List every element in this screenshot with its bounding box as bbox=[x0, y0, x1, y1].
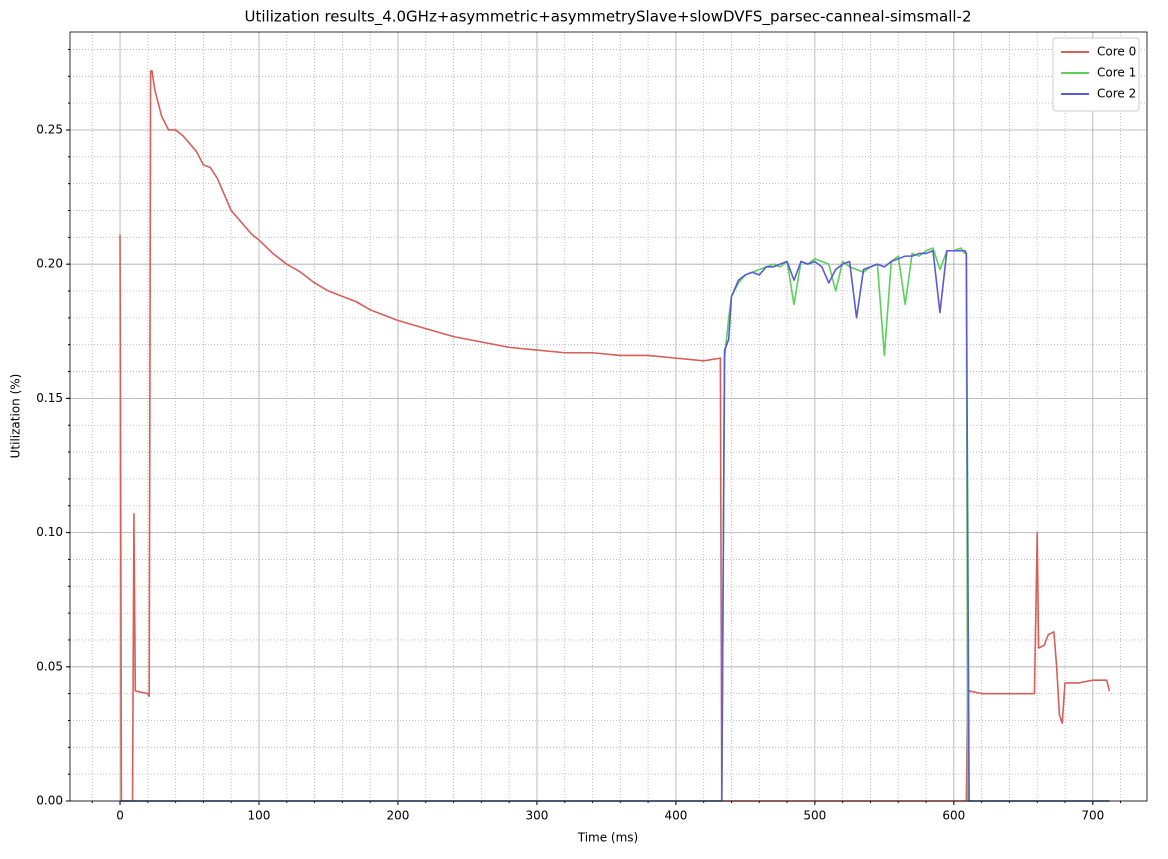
x-tick-label: 100 bbox=[248, 809, 271, 823]
legend-label: Core 0 bbox=[1097, 45, 1136, 59]
x-tick-label: 200 bbox=[387, 809, 410, 823]
line-series bbox=[120, 249, 1110, 802]
y-axis-label: Utilization (%) bbox=[9, 374, 23, 459]
x-tick-label: 600 bbox=[942, 809, 965, 823]
y-tick-label: 0.20 bbox=[36, 257, 63, 271]
x-tick-label: 0 bbox=[116, 809, 124, 823]
x-tick-label: 700 bbox=[1081, 809, 1104, 823]
plot-frame bbox=[69, 31, 1148, 802]
legend-box bbox=[1052, 37, 1140, 112]
legend-label: Core 2 bbox=[1097, 87, 1136, 101]
x-axis-label: Time (ms) bbox=[577, 831, 639, 845]
y-tick-label: 0.25 bbox=[36, 122, 63, 136]
y-tick-label: 0.15 bbox=[36, 391, 63, 405]
line-series bbox=[120, 247, 1110, 802]
x-tick-label: 500 bbox=[803, 809, 826, 823]
y-tick-label: 0.10 bbox=[36, 525, 63, 539]
y-tick-label: 0.00 bbox=[36, 794, 63, 808]
x-tick-label: 400 bbox=[664, 809, 687, 823]
legend: Core 0 Core 1 Core 2 bbox=[1052, 37, 1140, 112]
legend-label: Core 1 bbox=[1097, 66, 1136, 80]
x-tick-label: 300 bbox=[525, 809, 548, 823]
chart-title: Utilization results_4.0GHz+asymmetric+as… bbox=[245, 8, 972, 27]
line-series bbox=[119, 70, 1111, 802]
y-tick-label: 0.05 bbox=[36, 659, 63, 673]
